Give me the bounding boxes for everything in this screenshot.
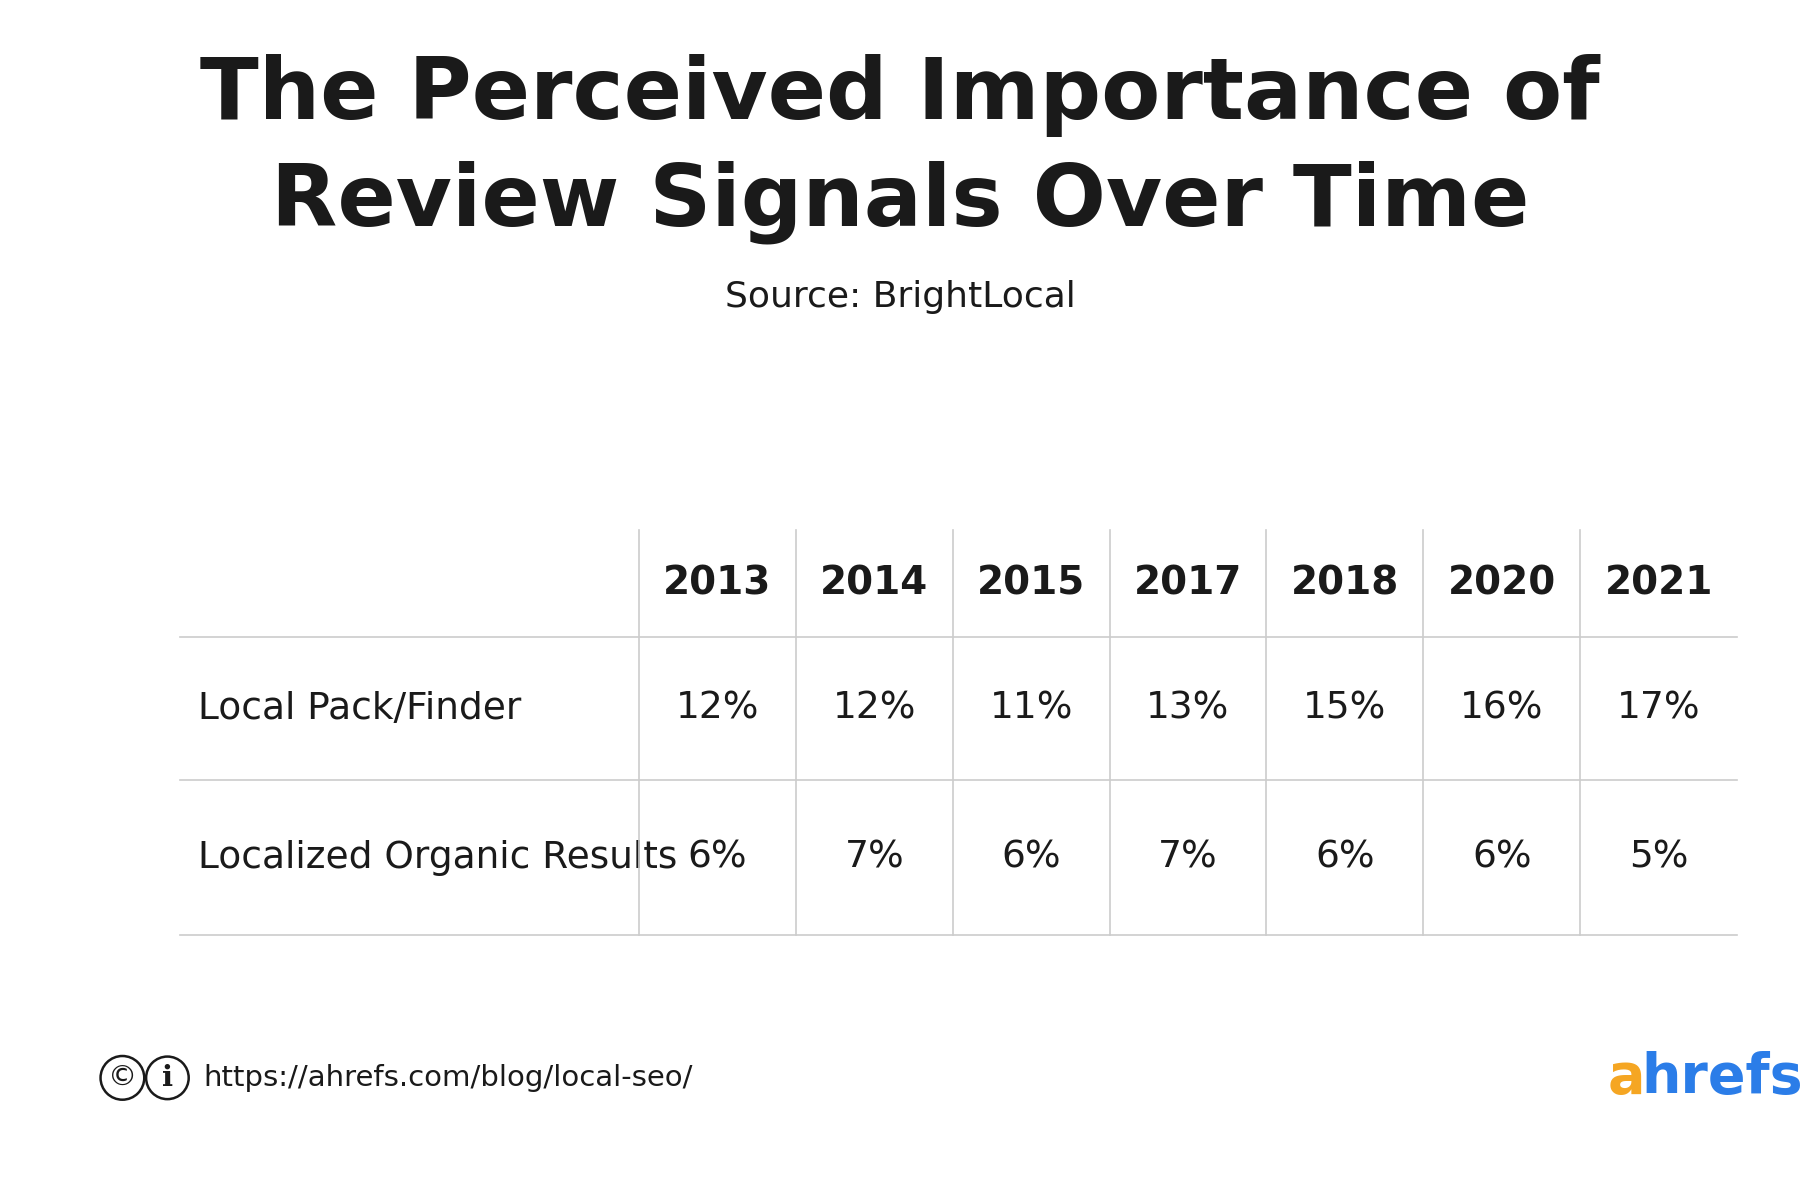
Text: Localized Organic Results: Localized Organic Results <box>198 840 677 875</box>
Text: 7%: 7% <box>1157 840 1219 875</box>
Text: 6%: 6% <box>1316 840 1375 875</box>
Text: The Perceived Importance of: The Perceived Importance of <box>200 54 1600 137</box>
Text: Local Pack/Finder: Local Pack/Finder <box>198 691 522 727</box>
Text: 2015: 2015 <box>977 565 1085 603</box>
Text: 2013: 2013 <box>662 565 772 603</box>
Text: https://ahrefs.com/blog/local-seo/: https://ahrefs.com/blog/local-seo/ <box>203 1064 693 1092</box>
Text: 17%: 17% <box>1616 691 1701 727</box>
Text: Review Signals Over Time: Review Signals Over Time <box>270 161 1530 244</box>
Text: 5%: 5% <box>1629 840 1688 875</box>
Text: 12%: 12% <box>675 691 760 727</box>
Text: 6%: 6% <box>688 840 747 875</box>
Text: 2017: 2017 <box>1134 565 1242 603</box>
Text: a: a <box>1607 1050 1645 1105</box>
Text: 16%: 16% <box>1460 691 1543 727</box>
Text: 6%: 6% <box>1472 840 1532 875</box>
Text: 15%: 15% <box>1303 691 1386 727</box>
Text: 12%: 12% <box>833 691 916 727</box>
Text: ©: © <box>108 1064 137 1092</box>
Text: 2020: 2020 <box>1447 565 1555 603</box>
Text: 2018: 2018 <box>1291 565 1399 603</box>
Text: 7%: 7% <box>844 840 904 875</box>
Text: 6%: 6% <box>1001 840 1060 875</box>
Text: 13%: 13% <box>1147 691 1229 727</box>
Text: hrefs: hrefs <box>1642 1050 1800 1105</box>
Text: 11%: 11% <box>990 691 1073 727</box>
Text: ℹ: ℹ <box>162 1064 173 1092</box>
Text: 2021: 2021 <box>1604 565 1714 603</box>
Text: 2014: 2014 <box>821 565 929 603</box>
Text: Source: BrightLocal: Source: BrightLocal <box>725 280 1075 314</box>
